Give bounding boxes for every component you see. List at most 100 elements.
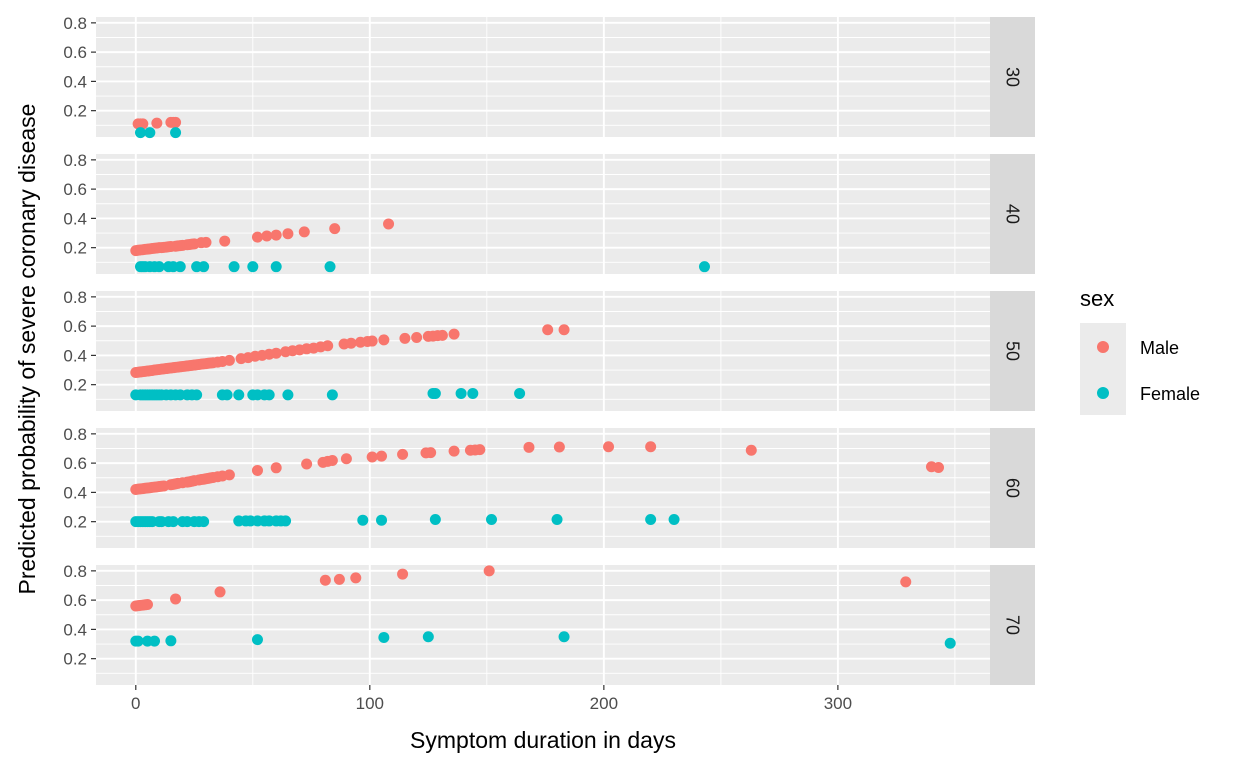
point-female [165, 635, 177, 647]
facet-strip [990, 565, 1035, 685]
point-female [698, 261, 710, 273]
point-male [448, 445, 460, 457]
point-female [228, 261, 240, 273]
facet-strip [990, 154, 1035, 274]
point-male [326, 454, 338, 466]
legend: sex Male Female [1080, 286, 1200, 415]
y-tick-label: 0.2 [63, 239, 87, 258]
x-tick-label: 0 [131, 694, 140, 713]
point-female [144, 127, 156, 139]
point-male [261, 230, 273, 242]
point-female [645, 513, 657, 525]
facet-strip [990, 17, 1035, 137]
point-female [247, 261, 259, 273]
point-female [198, 516, 210, 528]
facet-strip-label: 50 [1003, 341, 1023, 361]
legend-key-female-dot [1097, 387, 1109, 399]
point-male [319, 574, 331, 586]
point-male [322, 340, 334, 352]
y-tick-label: 0.2 [63, 650, 87, 669]
panel-background [96, 291, 990, 411]
point-male [151, 117, 163, 129]
y-tick-label: 0.6 [63, 43, 87, 62]
y-tick-label: 0.4 [63, 209, 87, 228]
point-male [383, 218, 395, 230]
point-female [376, 514, 388, 526]
point-female [167, 516, 179, 528]
x-axis: 0 100 200 300 [131, 685, 852, 713]
point-male [366, 451, 378, 463]
point-female [270, 261, 282, 273]
y-tick-label: 0.4 [63, 620, 87, 639]
point-female [132, 635, 144, 647]
point-male [436, 329, 448, 341]
point-female [170, 127, 182, 139]
point-male [745, 444, 757, 456]
point-female [282, 389, 294, 401]
x-tick-label: 200 [590, 694, 618, 713]
y-tick-label: 0.8 [63, 288, 87, 307]
y-axis-title: Predicted probability of severe coronary… [14, 104, 40, 595]
facet-strip [990, 428, 1035, 548]
y-tick-label: 0.6 [63, 454, 87, 473]
point-male [340, 453, 352, 465]
point-male [425, 447, 437, 459]
legend-label-male: Male [1140, 338, 1179, 358]
point-female [280, 515, 292, 527]
point-male [397, 448, 409, 460]
y-tick-label: 0.8 [63, 425, 87, 444]
point-male [251, 464, 263, 476]
point-female [357, 514, 369, 526]
point-male [933, 462, 945, 474]
point-male [301, 458, 313, 470]
facet-strip-label: 70 [1003, 615, 1023, 635]
point-male [411, 332, 423, 344]
point-male [170, 593, 182, 605]
point-male [282, 228, 294, 240]
point-female [429, 387, 441, 399]
point-male [329, 223, 341, 235]
point-male [251, 231, 263, 243]
point-male [900, 576, 912, 588]
point-male [366, 335, 378, 347]
point-female [324, 261, 336, 273]
legend-key-background [1080, 323, 1126, 415]
point-female [191, 389, 203, 401]
point-male [523, 441, 535, 453]
point-female [455, 387, 467, 399]
facet-panel-70: 0.2 0.4 0.6 0.8 70 [63, 562, 1035, 685]
facet-panel-60: 0.2 0.4 0.6 0.8 60 [63, 425, 1035, 548]
facet-strip-label: 30 [1003, 67, 1023, 87]
panel-background [96, 17, 990, 137]
point-female [174, 261, 186, 273]
facet-panel-40: 0.2 0.4 0.6 0.8 40 [63, 151, 1035, 274]
point-male [603, 441, 615, 453]
facet-strip [990, 291, 1035, 411]
y-tick-label: 0.2 [63, 102, 87, 121]
point-female [251, 634, 263, 646]
point-female [233, 389, 245, 401]
point-male [270, 462, 282, 474]
point-female [486, 513, 498, 525]
point-male [645, 441, 657, 453]
point-male [223, 354, 235, 366]
legend-label-female: Female [1140, 384, 1200, 404]
point-male [399, 332, 411, 344]
point-male [483, 565, 495, 577]
point-male [558, 324, 570, 336]
panel-background [96, 428, 990, 548]
point-female [668, 513, 680, 525]
point-male [397, 568, 409, 580]
y-tick-label: 0.2 [63, 376, 87, 395]
point-male [350, 572, 362, 584]
point-female [153, 261, 165, 273]
panel-background [96, 154, 990, 274]
point-female [326, 389, 338, 401]
facet-panels: 0.2 0.4 0.6 0.8 30 0.2 0.4 0.6 0.8 40 0.2 0.4 0.6 0.8… [63, 14, 1035, 685]
y-tick-label: 0.6 [63, 317, 87, 336]
point-male [170, 116, 182, 128]
point-male [137, 118, 149, 130]
point-female [514, 387, 526, 399]
point-female [467, 387, 479, 399]
